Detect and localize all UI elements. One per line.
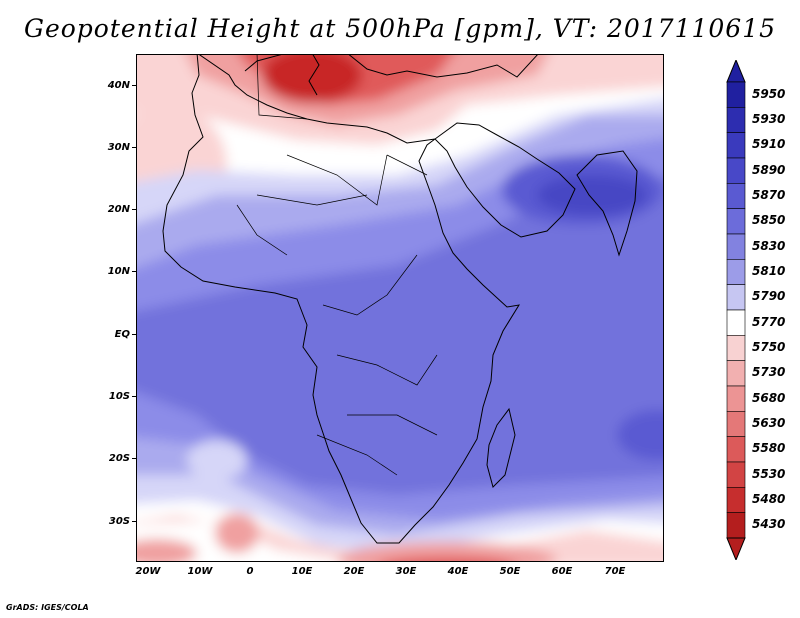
colorbar-label-5890: 5890 [752,162,786,177]
colorbar-label-5630: 5630 [752,416,786,430]
map-plot-area[interactable] [136,54,664,562]
lon-label-50e: 50E [499,566,521,577]
lon-label-10e: 10E [291,566,313,577]
lat-tick [132,147,136,148]
africa-coast [162,55,521,544]
colorbar-label-5790: 5790 [752,289,786,304]
colorbar-swatch-5480 [726,487,746,513]
field-dark-blue-arabian [537,175,647,215]
lon-label-40e: 40E [447,566,469,577]
coastlines [162,55,638,544]
colorbar-label-5530: 5530 [752,466,786,481]
lon-label-20e: 20E [343,566,365,577]
colorbar-swatch-5580 [726,436,746,463]
map-field-svg [137,55,663,561]
colorbar-label-5830: 5830 [752,238,786,253]
lat-label-20n: 20N [107,204,130,215]
colorbar-label-5930: 5930 [752,112,786,126]
lat-tick [132,396,136,397]
colorbar-bottom-arrow [726,537,746,560]
colorbar-swatch-5680 [726,385,746,412]
colorbar-swatch-5770 [726,309,746,336]
colorbar-swatch-5430 [726,512,746,539]
colorbar-swatch-5950 [726,81,746,108]
chart-title: Geopotential Height at 500hPa [gpm], VT:… [23,14,777,43]
lat-label-30s: 30S [108,516,130,527]
height-field-shading [137,55,663,561]
colorbar-swatch-5750 [726,335,746,361]
colorbar-label-5770: 5770 [752,314,786,329]
india-coast [576,150,638,257]
colorbar-swatch-5830 [726,233,746,260]
lat-tick [132,334,136,335]
colorbar-label-5430: 5430 [752,517,786,532]
lat-label-30n: 30N [107,142,130,153]
colorbar-label-5680: 5680 [752,390,786,405]
colorbar-label-5580: 5580 [752,441,786,456]
colorbar-top-arrow [726,60,746,83]
colorbar-swatch-5730 [726,360,746,387]
lon-label-30e: 30E [395,566,417,577]
field-pale-blue-atlantic [187,440,247,480]
madagascar-coast [486,407,516,488]
colorbar-swatch-5910 [726,132,746,159]
colorbar-swatch-5530 [726,461,746,488]
lat-tick [132,458,136,459]
colorbar-label-5850: 5850 [752,213,786,228]
lat-label-eq: EQ [114,329,130,340]
lat-label-10n: 10N [107,266,130,277]
lat-label-20s: 20S [108,453,130,464]
lat-tick [132,85,136,86]
colorbar-swatch-5870 [726,183,746,209]
credit-text: GrADS: IGES/COLA [6,603,89,612]
field-red-south [391,557,503,561]
lat-tick [132,209,136,210]
lat-tick [132,521,136,522]
field-light-red-southwest [137,539,197,561]
colorbar-label-5950: 5950 [752,86,786,101]
field-blue-indian-ocean [617,410,663,460]
arabia-coast [434,122,576,238]
lon-label-10w: 10W [187,566,213,577]
field-light-red-south-atlantic [215,513,259,553]
colorbar-label-5810: 5810 [752,264,786,278]
lat-tick [132,271,136,272]
colorbar-label-5750: 5750 [752,340,786,354]
lat-label-10s: 10S [108,391,130,402]
country-borders [236,55,438,476]
lon-label-70e: 70E [604,566,626,577]
colorbar-label-5730: 5730 [752,365,786,380]
colorbar-swatch-5850 [726,208,746,235]
field-deep-red-north [262,55,362,103]
colorbar-label-5870: 5870 [752,188,786,202]
field-blue-main [137,177,663,561]
field-light-red-south-indian [337,542,557,561]
lon-label-0: 0 [246,566,254,577]
colorbar-swatch-5810 [726,259,746,285]
colorbar-swatch-5930 [726,107,746,133]
colorbar [726,60,746,560]
colorbar-swatch-5630 [726,411,746,437]
colorbar-swatch-5890 [726,157,746,184]
colorbar-label-5480: 5480 [752,492,786,506]
colorbar-label-5910: 5910 [752,137,786,152]
colorbar-swatch-5790 [726,284,746,311]
lon-label-60e: 60E [551,566,573,577]
lon-label-20w: 20W [135,566,161,577]
lat-label-40n: 40N [107,80,130,91]
